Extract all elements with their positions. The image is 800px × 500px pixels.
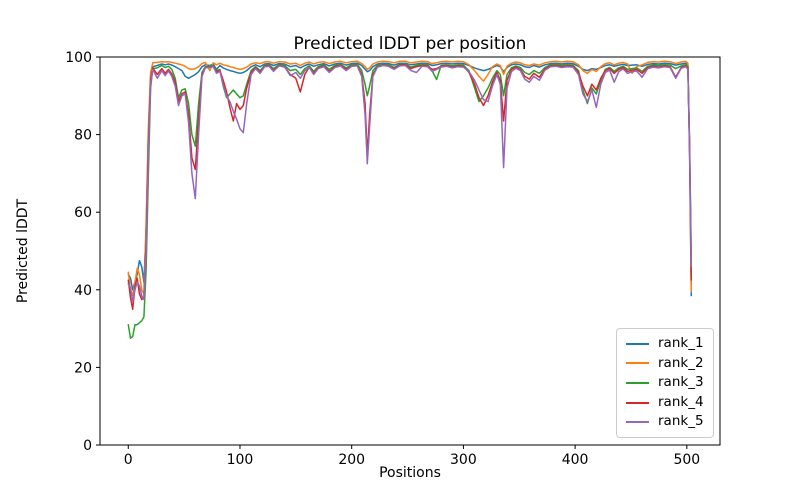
legend-label: rank_1 (658, 335, 704, 352)
legend-label: rank_5 (658, 413, 704, 430)
y-axis-label: Predicted lDDT (15, 198, 31, 303)
series-line-rank_5 (127, 64, 693, 303)
legend-item-rank_1: rank_1 (626, 337, 704, 351)
legend-line-swatch (626, 381, 649, 384)
axes-group: 0 100 200 300 400 500 0 20 40 60 80 100 (65, 50, 721, 468)
y-tick-label: 40 (74, 283, 92, 299)
legend-label: rank_3 (658, 374, 704, 391)
x-tick-label: 200 (338, 452, 365, 468)
legend-item-rank_2: rank_2 (626, 354, 704, 371)
legend-label: rank_2 (658, 354, 704, 371)
x-tick-label: 100 (227, 452, 254, 468)
legend-item-rank_5: rank_5 (626, 415, 704, 429)
axes-spines (99, 56, 721, 446)
x-tick-label: 0 (124, 452, 133, 468)
y-tick-label: 0 (83, 438, 92, 454)
y-tick-label: 100 (65, 50, 92, 66)
chart-title: Predicted lDDT per position (294, 34, 527, 54)
series-line-rank_2 (127, 60, 693, 297)
series-line-rank_4 (127, 64, 693, 310)
series-group (127, 60, 693, 340)
y-tick-label: 20 (74, 360, 92, 376)
legend-line-swatch (626, 362, 649, 365)
x-tick-label: 500 (673, 452, 700, 468)
x-axis-label: Positions (379, 465, 441, 481)
legend-line-swatch (626, 421, 649, 424)
y-tick-label: 60 (74, 205, 92, 221)
series-line-rank_3 (127, 63, 693, 340)
x-tick-label: 300 (450, 452, 477, 468)
legend-line-swatch (626, 342, 649, 345)
x-tick-label: 400 (562, 452, 589, 468)
legend-item-rank_4: rank_4 (626, 393, 704, 410)
y-tick-label: 80 (74, 128, 92, 144)
legend-line-swatch (626, 401, 649, 404)
series-line-rank_1 (127, 62, 693, 297)
legend: rank_1 rank_2 rank_3 rank_4 rank_5 (616, 328, 714, 438)
legend-label: rank_4 (658, 393, 704, 410)
legend-item-rank_3: rank_3 (626, 376, 704, 390)
